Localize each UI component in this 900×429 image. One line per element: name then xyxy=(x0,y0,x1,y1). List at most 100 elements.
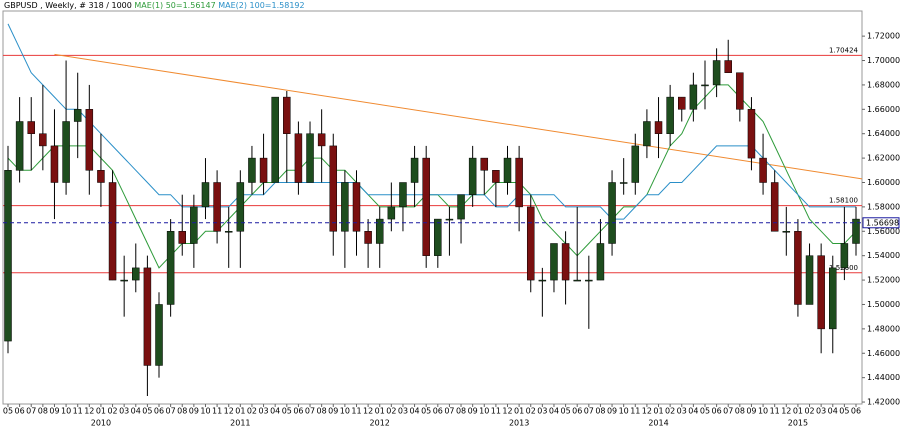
candle-body xyxy=(445,218,454,221)
x-tick-label: 03 xyxy=(537,407,547,416)
x-tick-label: 10 xyxy=(61,407,71,416)
candle-body xyxy=(39,133,47,147)
x-tick-label: 09 xyxy=(468,407,478,416)
x-tick-label: 04 xyxy=(409,407,419,416)
x-tick-label: 01 xyxy=(235,407,245,416)
x-tick-label: 06 xyxy=(433,407,443,416)
year-label: 2012 xyxy=(370,419,390,428)
candle-body xyxy=(619,182,628,184)
x-tick-label: 06 xyxy=(293,407,303,416)
x-tick-label: 04 xyxy=(131,407,141,416)
x-tick-label: 09 xyxy=(607,407,617,416)
candle-body xyxy=(550,243,558,281)
candle-body xyxy=(654,121,663,134)
candle-body xyxy=(515,157,523,208)
x-tick-label: 04 xyxy=(270,407,280,416)
x-tick-label: 07 xyxy=(26,407,36,416)
candle-body xyxy=(201,182,210,208)
x-tick-label: 08 xyxy=(38,407,48,416)
candle-body xyxy=(62,121,70,183)
candle-body xyxy=(538,279,547,282)
x-tick-label: 05 xyxy=(700,407,710,416)
y-tick-label: 1.64000 xyxy=(867,129,900,138)
candle-body xyxy=(410,157,419,183)
level-label: 1.58100 xyxy=(829,197,858,205)
x-tick-label: 02 xyxy=(247,407,257,416)
year-label: 2014 xyxy=(648,419,668,428)
candle-body xyxy=(422,157,430,256)
candle-body xyxy=(143,267,152,366)
y-tick-label: 1.66000 xyxy=(867,105,900,114)
candle-body xyxy=(794,231,802,305)
x-tick-label: 01 xyxy=(514,407,524,416)
candle-body xyxy=(213,182,221,232)
header-mae1: MAE(1) 50=1.56147 xyxy=(134,1,215,10)
x-tick-label: 10 xyxy=(340,407,350,416)
x-tick-label: 05 xyxy=(282,407,292,416)
x-tick-label: 09 xyxy=(746,407,756,416)
x-tick-label: 01 xyxy=(793,407,803,416)
y-tick-label: 1.54000 xyxy=(867,251,900,260)
candle-body xyxy=(434,218,442,256)
candle-body xyxy=(666,96,674,134)
x-tick-label: 12 xyxy=(224,407,234,416)
candle-body xyxy=(364,231,372,244)
candle-body xyxy=(178,231,186,244)
x-tick-label: 04 xyxy=(688,407,698,416)
candle-body xyxy=(840,243,849,269)
candle-body xyxy=(805,255,814,305)
candle-body xyxy=(457,194,465,220)
candle-body xyxy=(166,231,175,305)
x-tick-label: 02 xyxy=(804,407,814,416)
candle-body xyxy=(190,206,198,244)
y-tick-label: 1.48000 xyxy=(867,324,900,333)
y-tick-label: 1.62000 xyxy=(867,154,900,163)
candle-body xyxy=(306,133,314,183)
x-tick-label: 03 xyxy=(398,407,408,416)
candle-body xyxy=(503,157,512,183)
year-label: 2010 xyxy=(91,419,111,428)
x-tick-label: 09 xyxy=(328,407,338,416)
x-tick-label: 06 xyxy=(712,407,722,416)
y-tick-label: 1.56000 xyxy=(867,227,900,236)
candle-body xyxy=(526,206,535,281)
candle-body xyxy=(596,243,605,281)
x-tick-label: 07 xyxy=(584,407,594,416)
candle-body xyxy=(724,60,732,73)
x-tick-label: 11 xyxy=(73,407,83,416)
current-box xyxy=(862,217,900,229)
candle-body xyxy=(283,96,291,134)
y-tick-label: 1.52000 xyxy=(867,276,900,285)
x-tick-label: 02 xyxy=(665,407,675,416)
x-tick-label: 01 xyxy=(375,407,385,416)
x-tick-label: 07 xyxy=(166,407,176,416)
candle-body xyxy=(73,109,82,122)
x-tick-label: 01 xyxy=(96,407,106,416)
year-label: 2013 xyxy=(509,419,529,428)
candle-body xyxy=(829,267,837,330)
candle-body xyxy=(108,182,117,281)
x-tick-label: 07 xyxy=(723,407,733,416)
x-tick-label: 12 xyxy=(363,407,373,416)
candle-body xyxy=(643,121,651,147)
level-label: 1.70424 xyxy=(829,46,858,54)
x-tick-label: 05 xyxy=(421,407,431,416)
candle-body xyxy=(631,145,640,183)
candle-body xyxy=(132,267,140,281)
x-tick-label: 02 xyxy=(107,407,117,416)
candle-body xyxy=(492,170,500,183)
x-tick-label: 11 xyxy=(770,407,780,416)
x-tick-label: 08 xyxy=(317,407,327,416)
x-tick-label: 06 xyxy=(572,407,582,416)
x-tick-label: 12 xyxy=(642,407,652,416)
x-tick-label: 03 xyxy=(816,407,826,416)
year-label: 2015 xyxy=(788,419,808,428)
x-tick-label: 11 xyxy=(212,407,222,416)
x-tick-label: 11 xyxy=(491,407,501,416)
y-tick-label: 1.42000 xyxy=(867,398,900,407)
current-label: 1.56698 xyxy=(866,218,899,227)
y-tick-label: 1.72000 xyxy=(867,32,900,41)
y-tick-label: 1.50000 xyxy=(867,300,900,309)
x-tick-label: 12 xyxy=(502,407,512,416)
